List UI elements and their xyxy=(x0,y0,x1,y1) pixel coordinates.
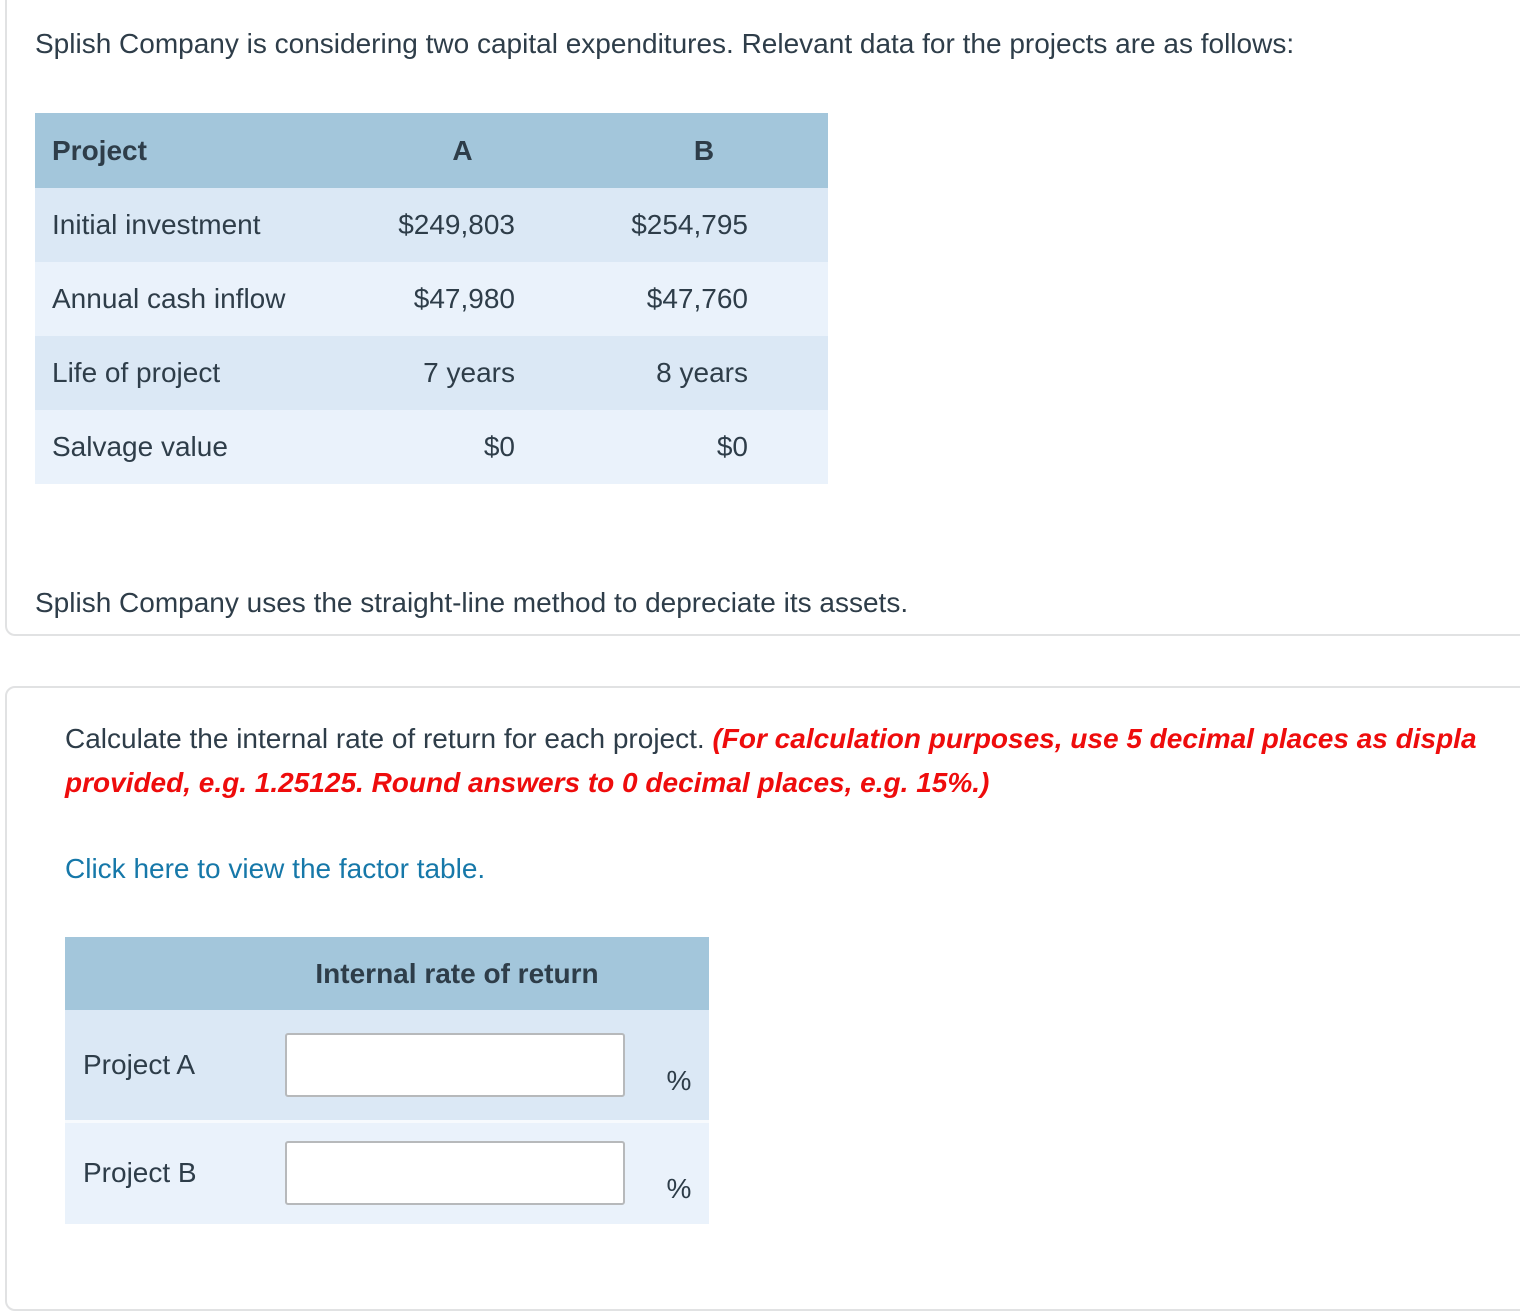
value-b: $254,795 xyxy=(631,209,748,240)
instruction-red-line2: provided, e.g. 1.25125. Round answers to… xyxy=(65,767,990,798)
irr-header-label: Internal rate of return xyxy=(315,957,599,989)
factor-table-link[interactable]: Click here to view the factor table. xyxy=(65,853,486,884)
value-a: $0 xyxy=(483,431,515,462)
value-b: $47,760 xyxy=(646,283,748,314)
intro-text: Splish Company is considering two capita… xyxy=(35,28,1295,59)
input-cell xyxy=(265,1119,649,1224)
table-row: Initial investment $249,803 $254,795 xyxy=(35,188,828,262)
value-a: $47,980 xyxy=(413,283,515,314)
row-label: Annual cash inflow xyxy=(52,283,286,314)
row-label: Project B xyxy=(65,1119,265,1224)
depreciation-note: Splish Company uses the straight-line me… xyxy=(35,587,909,618)
value-b: $0 xyxy=(716,431,748,462)
row-label: Project A xyxy=(83,1048,196,1080)
table-row: Life of project 7 years 8 years xyxy=(35,336,828,410)
table-header-row: Project A B xyxy=(35,113,828,188)
page: { "colors": { "header_blue": "#a3c6db", … xyxy=(5,0,1520,1311)
table-row: Salvage value $0 $0 xyxy=(35,410,828,484)
table-row: Annual cash inflow $47,980 $47,760 xyxy=(35,262,828,336)
row-label: Salvage value xyxy=(52,431,228,462)
irr-row-project-b: Project B % xyxy=(65,1119,709,1224)
irr-header-spacer xyxy=(65,937,265,1010)
percent-sign: % xyxy=(649,1119,709,1224)
project-data-table: Project A B Initial investment $249,803 … xyxy=(35,113,828,484)
irr-input-project-a[interactable] xyxy=(285,1032,625,1097)
question-panel: Calculate the internal rate of return fo… xyxy=(5,686,1520,1311)
instruction-red-line1: (For calculation purposes, use 5 decimal… xyxy=(712,723,1477,754)
row-label: Initial investment xyxy=(52,209,261,240)
instruction-text: Calculate the internal rate of return fo… xyxy=(65,717,1520,805)
header-project-a: A xyxy=(452,134,473,166)
irr-input-project-b[interactable] xyxy=(285,1141,625,1206)
irr-row-project-a: Project A % xyxy=(65,1010,709,1121)
input-cell xyxy=(265,1010,649,1121)
value-a: $249,803 xyxy=(398,209,515,240)
problem-statement-panel: Splish Company is considering two capita… xyxy=(5,0,1520,636)
instruction-lead: Calculate the internal rate of return fo… xyxy=(65,723,713,754)
irr-answer-table: Internal rate of return Project A % Proj… xyxy=(65,937,709,1224)
header-project-b: B xyxy=(693,134,715,166)
value-a: 7 years xyxy=(423,357,515,388)
irr-header-spacer xyxy=(649,937,709,1010)
percent-sign: % xyxy=(666,1064,692,1096)
irr-header-row: Internal rate of return xyxy=(65,937,709,1010)
value-b: 8 years xyxy=(656,357,748,388)
header-project: Project xyxy=(52,134,147,166)
row-label: Life of project xyxy=(52,357,221,388)
